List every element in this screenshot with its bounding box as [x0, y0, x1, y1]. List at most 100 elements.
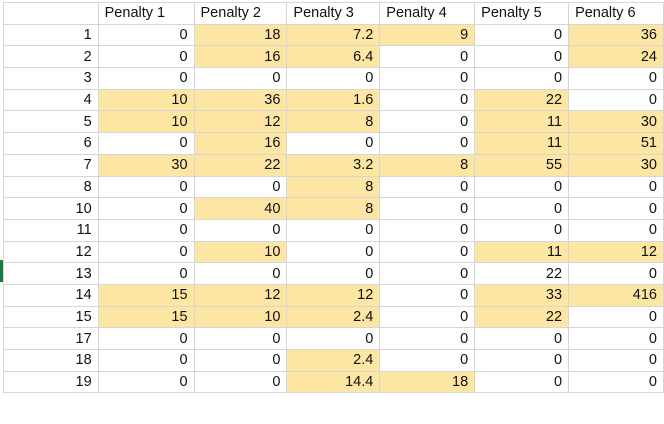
data-cell[interactable]: 18 [379, 370, 476, 394]
data-cell[interactable]: 7.2 [286, 23, 381, 47]
data-cell[interactable]: 8 [379, 153, 476, 177]
data-cell[interactable]: 0 [97, 175, 195, 199]
data-cell[interactable]: 16 [193, 132, 288, 155]
data-cell[interactable]: 10 [193, 305, 288, 329]
data-cell[interactable]: 0 [474, 175, 570, 199]
column-header[interactable]: Penalty 5 [474, 2, 570, 25]
data-cell[interactable]: 0 [379, 327, 476, 350]
row-id-cell[interactable]: 6 [3, 132, 99, 155]
data-cell[interactable]: 22 [474, 88, 570, 112]
data-cell[interactable]: 12 [568, 240, 664, 264]
column-header[interactable]: Penalty 4 [379, 2, 476, 25]
data-cell[interactable]: 11 [474, 110, 570, 134]
data-cell[interactable]: 0 [568, 88, 664, 112]
data-cell[interactable]: 0 [379, 175, 476, 199]
data-cell[interactable]: 30 [568, 110, 664, 134]
data-cell[interactable]: 12 [286, 283, 381, 307]
data-cell[interactable]: 0 [568, 349, 664, 372]
data-cell[interactable]: 0 [568, 218, 664, 242]
data-cell[interactable]: 12 [193, 283, 288, 307]
data-cell[interactable]: 10 [97, 110, 195, 134]
data-cell[interactable]: 12 [193, 110, 288, 134]
data-cell[interactable]: 0 [97, 132, 195, 155]
data-cell[interactable]: 0 [97, 218, 195, 242]
data-cell[interactable]: 30 [568, 153, 664, 177]
data-cell[interactable]: 30 [97, 153, 195, 177]
data-cell[interactable]: 0 [97, 197, 195, 220]
data-cell[interactable]: 0 [474, 23, 570, 47]
data-cell[interactable]: 40 [193, 197, 288, 220]
corner-cell[interactable] [3, 2, 99, 25]
row-id-cell[interactable]: 15 [3, 305, 99, 329]
data-cell[interactable]: 0 [193, 327, 288, 350]
data-cell[interactable]: 0 [97, 370, 195, 394]
data-cell[interactable]: 0 [474, 197, 570, 220]
data-cell[interactable]: 0 [568, 370, 664, 394]
row-id-cell[interactable]: 19 [3, 370, 99, 394]
row-id-cell[interactable]: 12 [3, 240, 99, 264]
data-cell[interactable]: 0 [286, 218, 381, 242]
data-cell[interactable]: 0 [474, 370, 570, 394]
row-id-cell[interactable]: 18 [3, 349, 99, 372]
data-cell[interactable]: 0 [97, 45, 195, 69]
row-id-cell[interactable]: 17 [3, 327, 99, 350]
column-header[interactable]: Penalty 2 [193, 2, 288, 25]
data-cell[interactable]: 36 [193, 88, 288, 112]
data-cell[interactable]: 0 [379, 197, 476, 220]
data-cell[interactable]: 15 [97, 283, 195, 307]
data-cell[interactable]: 0 [97, 262, 195, 285]
data-cell[interactable]: 2.4 [286, 305, 381, 329]
data-cell[interactable]: 22 [193, 153, 288, 177]
data-cell[interactable]: 6.4 [286, 45, 381, 69]
data-cell[interactable]: 15 [97, 305, 195, 329]
data-cell[interactable]: 11 [474, 240, 570, 264]
data-cell[interactable]: 0 [97, 23, 195, 47]
data-cell[interactable]: 0 [474, 218, 570, 242]
row-id-cell[interactable]: 14 [3, 283, 99, 307]
row-id-cell[interactable]: 11 [3, 218, 99, 242]
data-cell[interactable]: 0 [193, 175, 288, 199]
data-cell[interactable]: 0 [97, 349, 195, 372]
data-cell[interactable]: 0 [193, 67, 288, 90]
data-cell[interactable]: 0 [286, 132, 381, 155]
data-cell[interactable]: 0 [379, 240, 476, 264]
data-cell[interactable]: 0 [379, 305, 476, 329]
row-id-cell[interactable]: 3 [3, 67, 99, 90]
data-cell[interactable]: 0 [568, 327, 664, 350]
data-cell[interactable]: 0 [474, 327, 570, 350]
data-cell[interactable]: 33 [474, 283, 570, 307]
data-cell[interactable]: 0 [568, 262, 664, 285]
row-id-cell[interactable]: 7 [3, 153, 99, 177]
data-cell[interactable]: 0 [379, 283, 476, 307]
data-cell[interactable]: 0 [286, 327, 381, 350]
data-cell[interactable]: 8 [286, 110, 381, 134]
data-cell[interactable]: 0 [193, 370, 288, 394]
data-cell[interactable]: 0 [568, 175, 664, 199]
data-cell[interactable]: 0 [193, 262, 288, 285]
data-cell[interactable]: 0 [474, 349, 570, 372]
data-cell[interactable]: 18 [193, 23, 288, 47]
column-header[interactable]: Penalty 3 [286, 2, 381, 25]
row-id-cell[interactable]: 2 [3, 45, 99, 69]
data-cell[interactable]: 10 [193, 240, 288, 264]
data-cell[interactable]: 9 [379, 23, 476, 47]
data-cell[interactable]: 0 [379, 349, 476, 372]
data-cell[interactable]: 0 [379, 218, 476, 242]
row-id-cell[interactable]: 13 [3, 262, 99, 285]
data-cell[interactable]: 0 [379, 67, 476, 90]
data-cell[interactable]: 0 [379, 88, 476, 112]
data-cell[interactable]: 24 [568, 45, 664, 69]
data-cell[interactable]: 36 [568, 23, 664, 47]
data-cell[interactable]: 0 [474, 67, 570, 90]
data-cell[interactable]: 0 [97, 240, 195, 264]
data-cell[interactable]: 16 [193, 45, 288, 69]
data-cell[interactable]: 2.4 [286, 349, 381, 372]
row-id-cell[interactable]: 4 [3, 88, 99, 112]
data-cell[interactable]: 8 [286, 197, 381, 220]
data-cell[interactable]: 22 [474, 305, 570, 329]
data-cell[interactable]: 0 [568, 197, 664, 220]
data-cell[interactable]: 0 [474, 45, 570, 69]
data-cell[interactable]: 14.4 [286, 370, 381, 394]
column-header[interactable]: Penalty 1 [97, 2, 195, 25]
data-cell[interactable]: 0 [379, 110, 476, 134]
